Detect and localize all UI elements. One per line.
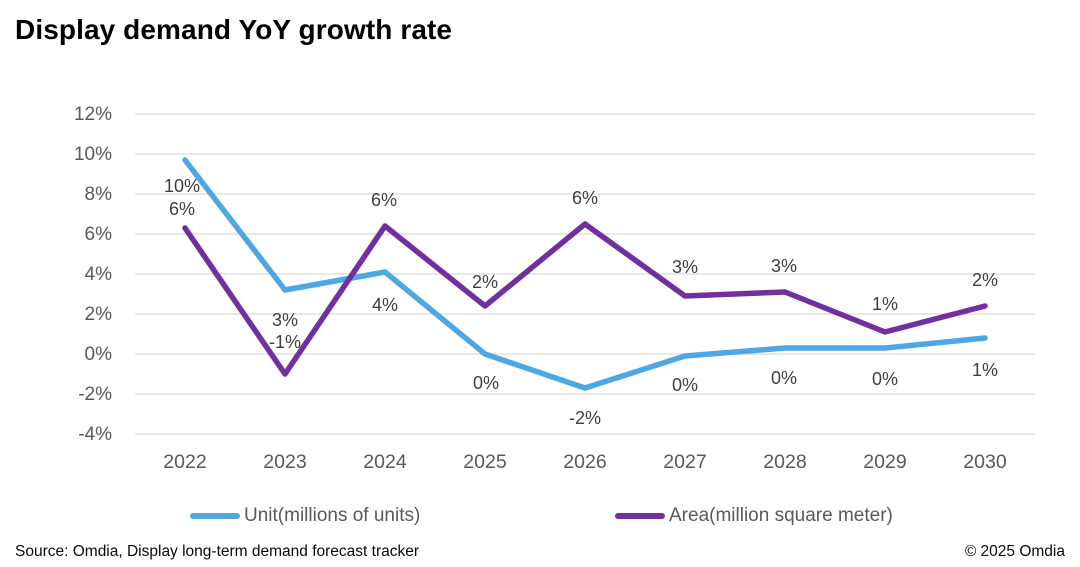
chart-title: Display demand YoY growth rate	[15, 14, 453, 45]
x-axis-label: 2026	[563, 451, 606, 473]
unit-data-label: 1%	[972, 360, 998, 380]
legend-item-area: Area(million square meter)	[615, 503, 893, 529]
legend-label-area: Area(million square meter)	[669, 505, 893, 526]
y-axis-tick-label: 2%	[85, 304, 113, 325]
area-data-label: 2%	[472, 272, 498, 292]
unit-data-label: 0%	[473, 373, 499, 393]
area-data-label: 6%	[169, 199, 195, 219]
x-axis-label: 2022	[163, 451, 206, 473]
unit-data-label: 4%	[372, 295, 398, 315]
unit-data-label: 0%	[771, 368, 797, 388]
area-data-label: 6%	[371, 190, 397, 210]
y-axis-tick-label: 12%	[74, 104, 112, 125]
unit-data-label: 10%	[164, 176, 200, 196]
chart-footer: Source: Omdia, Display long-term demand …	[15, 541, 1065, 563]
y-axis-tick-label: -2%	[78, 384, 112, 405]
y-axis-tick-label: 0%	[85, 344, 113, 365]
chart-legend: Unit(millions of units) Area(million squ…	[0, 503, 1080, 529]
unit-data-label: -2%	[569, 408, 601, 428]
legend-item-unit: Unit(millions of units)	[190, 503, 420, 529]
y-axis-tick-label: 8%	[85, 184, 113, 205]
area-line-swatch	[615, 513, 665, 519]
area-data-label: 1%	[872, 294, 898, 314]
unit-line	[182, 157, 988, 391]
unit-line-swatch	[190, 513, 240, 519]
x-axis-label: 2028	[763, 451, 806, 473]
unit-data-label: 0%	[872, 369, 898, 389]
x-axis-label: 2027	[663, 451, 706, 473]
y-axis-tick-label: -4%	[78, 424, 112, 445]
legend-label-unit: Unit(millions of units)	[244, 505, 421, 526]
y-axis-tick-label: 6%	[85, 224, 113, 245]
copyright-text: © 2025 Omdia	[964, 543, 1065, 560]
x-axis-label: 2024	[363, 451, 407, 473]
x-axis-label: 2025	[463, 451, 507, 473]
area-data-label: -1%	[269, 332, 301, 352]
area-data-label: 6%	[572, 188, 598, 208]
y-axis-tick-label: 4%	[85, 264, 113, 285]
unit-data-label: 0%	[672, 375, 698, 395]
x-axis-label: 2029	[863, 451, 906, 473]
x-axis-label: 2030	[963, 451, 1007, 473]
x-axis-label: 2023	[263, 451, 306, 473]
area-data-label: 3%	[771, 256, 797, 276]
y-axis-tick-label: 10%	[74, 144, 112, 165]
area-data-label: 2%	[972, 270, 998, 290]
unit-data-label: 3%	[272, 310, 298, 330]
area-line	[182, 221, 988, 377]
source-text: Source: Omdia, Display long-term demand …	[15, 543, 420, 560]
area-data-label: 3%	[672, 257, 698, 277]
